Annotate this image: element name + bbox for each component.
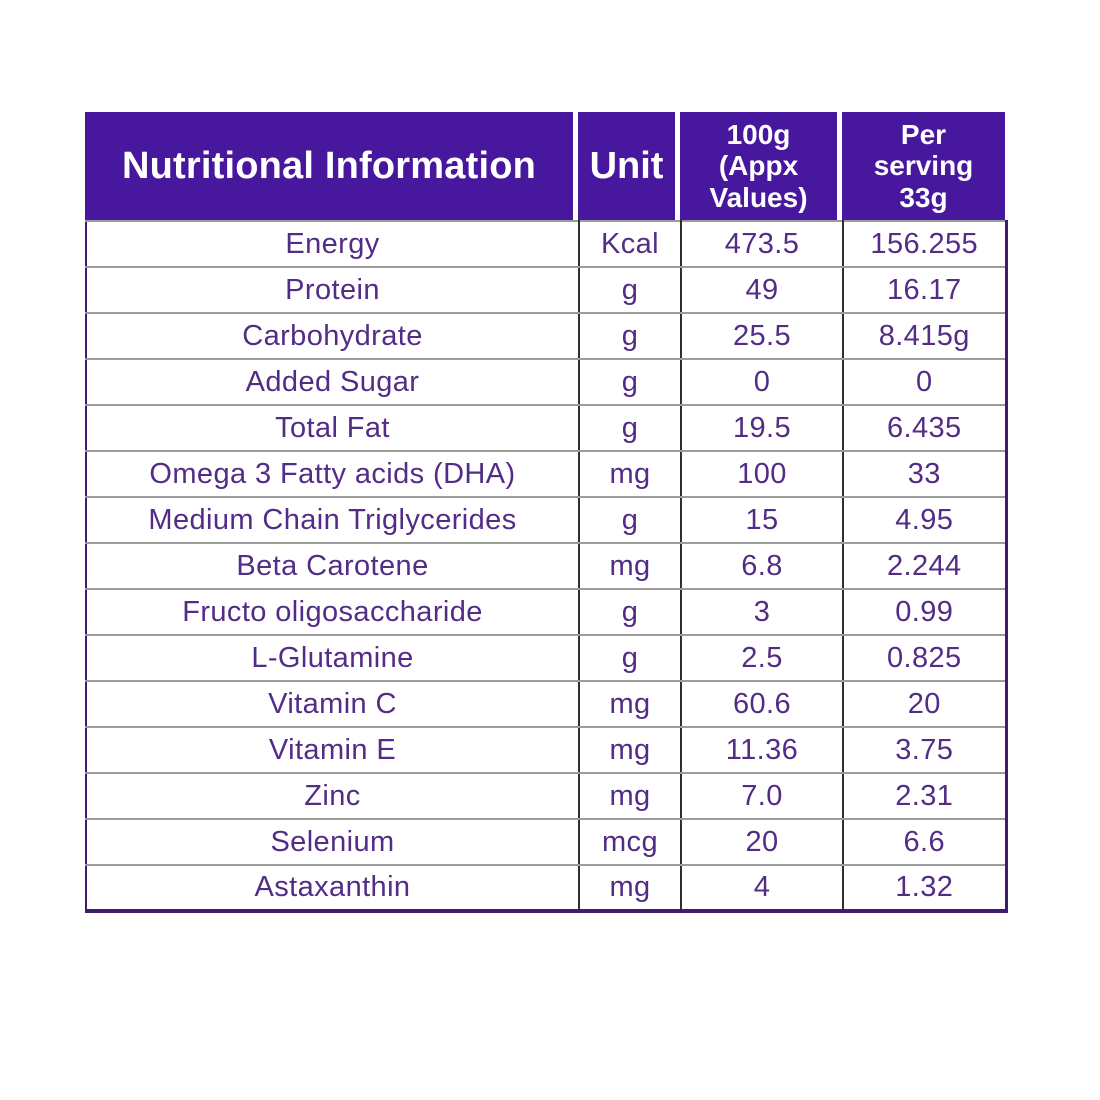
per-100g-cell: 60.6: [680, 680, 844, 728]
unit-cell: g: [578, 312, 682, 360]
nutrient-name-cell: Protein: [86, 266, 580, 314]
header-unit: Unit: [578, 112, 680, 220]
nutrition-facts-table: Nutritional Information Unit 100g (Appx …: [85, 112, 1008, 913]
table-header-row: Nutritional Information Unit 100g (Appx …: [85, 112, 1005, 220]
per-serving-cell: 2.244: [842, 542, 1006, 590]
per-100g-cell: 19.5: [680, 404, 844, 452]
unit-cell: g: [578, 358, 682, 406]
table-row: Medium Chain Triglycerides g 15 4.95: [86, 496, 1006, 544]
nutrient-name-cell: Total Fat: [86, 404, 580, 452]
per-serving-cell: 16.17: [842, 266, 1006, 314]
unit-cell: mg: [578, 680, 682, 728]
table-row: Energy Kcal 473.5 156.255: [86, 220, 1006, 268]
table-row: Added Sugar g 0 0: [86, 358, 1006, 406]
unit-cell: mg: [578, 772, 682, 820]
per-serving-cell: 0.99: [842, 588, 1006, 636]
unit-cell: Kcal: [578, 220, 682, 268]
table-row: Total Fat g 19.5 6.435: [86, 404, 1006, 452]
header-per-serving: Per serving 33g: [842, 112, 1005, 220]
nutrient-name-cell: Omega 3 Fatty acids (DHA): [86, 450, 580, 498]
unit-cell: g: [578, 588, 682, 636]
unit-cell: g: [578, 634, 682, 682]
nutrition-table-body: Energy Kcal 473.5 156.255 Protein g 49 16.17 Car…: [86, 220, 1006, 911]
per-serving-cell: 1.32: [842, 864, 1006, 911]
per-serving-cell: 2.31: [842, 772, 1006, 820]
unit-cell: g: [578, 404, 682, 452]
table-body: Energy Kcal 473.5 156.255 Protein g 49 16.17 Car…: [85, 220, 1008, 913]
nutrient-name-cell: L-Glutamine: [86, 634, 580, 682]
nutrient-name-cell: Beta Carotene: [86, 542, 580, 590]
nutrient-name-cell: Fructo oligosaccharide: [86, 588, 580, 636]
table-row: Beta Carotene mg 6.8 2.244: [86, 542, 1006, 590]
per-serving-cell: 8.415g: [842, 312, 1006, 360]
unit-cell: g: [578, 266, 682, 314]
per-100g-cell: 4: [680, 864, 844, 911]
per-100g-cell: 3: [680, 588, 844, 636]
nutrient-name-cell: Carbohydrate: [86, 312, 580, 360]
per-100g-cell: 7.0: [680, 772, 844, 820]
per-100g-cell: 20: [680, 818, 844, 866]
per-100g-cell: 473.5: [680, 220, 844, 268]
per-100g-cell: 49: [680, 266, 844, 314]
nutrient-name-cell: Energy: [86, 220, 580, 268]
header-per-100g: 100g (Appx Values): [680, 112, 842, 220]
table-row: Selenium mcg 20 6.6: [86, 818, 1006, 866]
table-row: Fructo oligosaccharide g 3 0.99: [86, 588, 1006, 636]
table-row: Astaxanthin mg 4 1.32: [86, 864, 1006, 911]
per-serving-cell: 0.825: [842, 634, 1006, 682]
per-100g-cell: 15: [680, 496, 844, 544]
unit-cell: mg: [578, 542, 682, 590]
unit-cell: g: [578, 496, 682, 544]
per-100g-cell: 100: [680, 450, 844, 498]
unit-cell: mg: [578, 864, 682, 911]
per-100g-cell: 25.5: [680, 312, 844, 360]
nutrient-name-cell: Vitamin E: [86, 726, 580, 774]
nutrient-name-cell: Medium Chain Triglycerides: [86, 496, 580, 544]
unit-cell: mg: [578, 726, 682, 774]
per-serving-cell: 4.95: [842, 496, 1006, 544]
per-100g-cell: 2.5: [680, 634, 844, 682]
table-row: Omega 3 Fatty acids (DHA) mg 100 33: [86, 450, 1006, 498]
per-serving-cell: 0: [842, 358, 1006, 406]
per-serving-cell: 3.75: [842, 726, 1006, 774]
per-100g-cell: 6.8: [680, 542, 844, 590]
per-100g-cell: 0: [680, 358, 844, 406]
table-row: Carbohydrate g 25.5 8.415g: [86, 312, 1006, 360]
table-row: Zinc mg 7.0 2.31: [86, 772, 1006, 820]
per-serving-cell: 6.6: [842, 818, 1006, 866]
table-row: Protein g 49 16.17: [86, 266, 1006, 314]
nutrient-name-cell: Vitamin C: [86, 680, 580, 728]
per-serving-cell: 6.435: [842, 404, 1006, 452]
unit-cell: mg: [578, 450, 682, 498]
table-row: L-Glutamine g 2.5 0.825: [86, 634, 1006, 682]
per-100g-cell: 11.36: [680, 726, 844, 774]
nutrient-name-cell: Zinc: [86, 772, 580, 820]
nutrient-name-cell: Astaxanthin: [86, 864, 580, 911]
per-serving-cell: 33: [842, 450, 1006, 498]
per-serving-cell: 20: [842, 680, 1006, 728]
unit-cell: mcg: [578, 818, 682, 866]
nutrient-name-cell: Added Sugar: [86, 358, 580, 406]
per-serving-cell: 156.255: [842, 220, 1006, 268]
nutrient-name-cell: Selenium: [86, 818, 580, 866]
header-nutritional-information: Nutritional Information: [85, 112, 578, 220]
